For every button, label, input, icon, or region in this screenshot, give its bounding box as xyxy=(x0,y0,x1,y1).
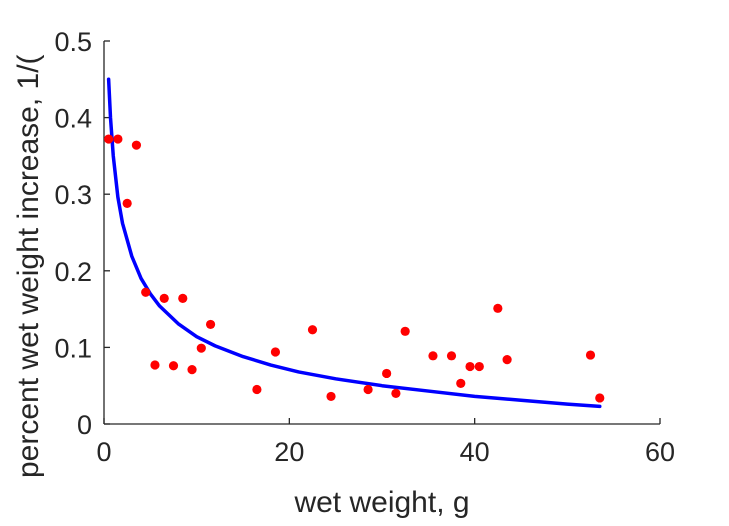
x-tick-label: 60 xyxy=(645,437,675,467)
data-point xyxy=(326,391,336,402)
data-point xyxy=(465,361,475,372)
data-point xyxy=(113,134,123,144)
data-point xyxy=(363,384,373,395)
data-point xyxy=(159,293,169,303)
data-point xyxy=(400,326,410,336)
axes: 0 20 40 60 0 0.1 0.2 0.3 0.4 0.5 xyxy=(54,27,675,467)
y-tick-label: 0.4 xyxy=(54,104,92,134)
data-point xyxy=(456,378,466,388)
fit-curve-layer xyxy=(106,77,602,409)
x-axis-label: wet weight, g xyxy=(293,486,469,519)
data-point xyxy=(141,287,151,297)
data-point xyxy=(178,293,188,303)
data-point xyxy=(493,303,503,313)
data-point xyxy=(428,351,438,361)
data-point xyxy=(131,140,142,150)
y-tick-label: 0.1 xyxy=(54,333,92,363)
data-point xyxy=(168,361,179,371)
data-point xyxy=(446,351,457,361)
y-tick-label: 0 xyxy=(77,410,92,440)
data-point xyxy=(150,360,160,370)
data-point xyxy=(595,393,605,403)
y-tick-label: 0.2 xyxy=(54,257,92,287)
x-tick-label: 40 xyxy=(460,437,490,467)
x-tick-label: 20 xyxy=(274,437,304,467)
data-point xyxy=(270,347,281,357)
data-points-layer xyxy=(104,134,605,403)
y-axis-label: percent wet weight increase, 1/( xyxy=(12,54,45,478)
data-point xyxy=(502,355,512,365)
data-point xyxy=(205,319,216,330)
data-point xyxy=(252,384,262,395)
data-point xyxy=(474,361,484,372)
fit-curve xyxy=(106,77,602,409)
data-point xyxy=(122,198,132,208)
data-point xyxy=(187,365,197,375)
y-tick-label: 0.3 xyxy=(54,180,92,210)
x-tick-label: 0 xyxy=(96,437,111,467)
data-point xyxy=(104,134,114,144)
data-point xyxy=(307,325,318,335)
data-point xyxy=(382,368,392,379)
y-tick-label: 0.5 xyxy=(54,27,92,57)
data-point xyxy=(391,388,401,398)
data-point xyxy=(585,350,596,360)
data-point xyxy=(196,343,206,353)
